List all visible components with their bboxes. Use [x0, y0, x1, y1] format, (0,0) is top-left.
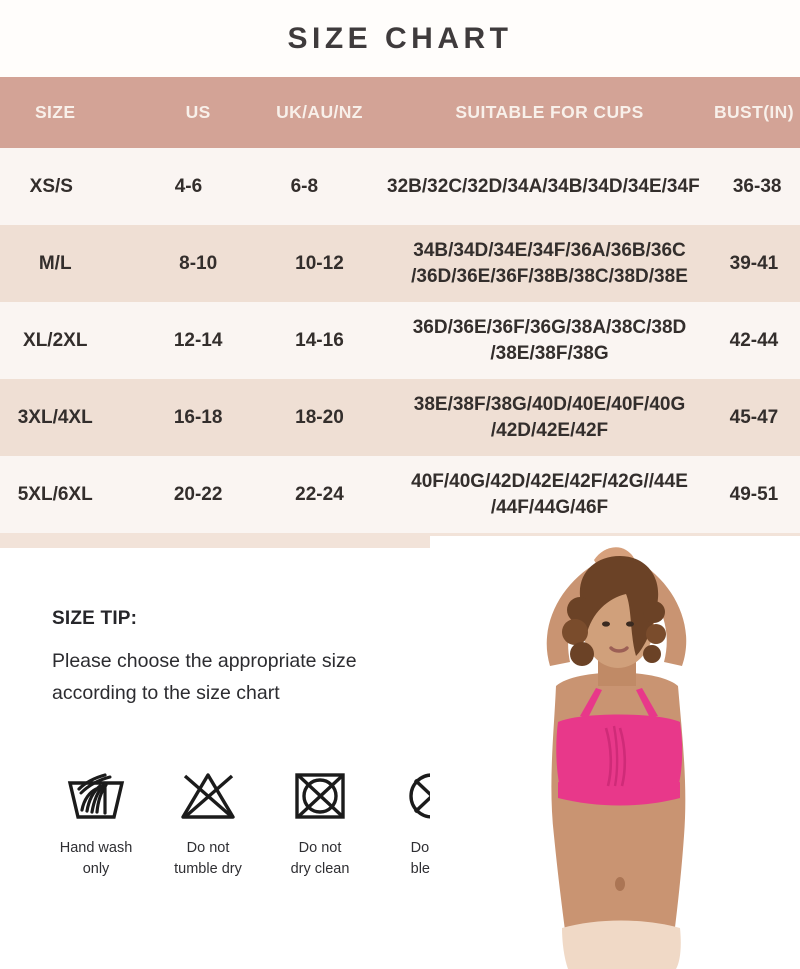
- cell-cups: 38E/38F/38G/40D/40E/40F/40G /42D/42E/42F: [407, 392, 692, 443]
- care-instructions: Hand wash only Do not tumble dry: [40, 760, 490, 880]
- cups-line: /38E/38F/38G: [490, 342, 609, 364]
- cups-line: 40F/40G/42D/42E/42F/42G//44E: [411, 470, 688, 492]
- care-label-line-1: Do not: [298, 840, 342, 856]
- size-tip-block: SIZE TIP: Please choose the appropriate …: [52, 608, 452, 709]
- cell-size: XL/2XL: [23, 329, 88, 351]
- cups-line: 32B/32C/32D/34A/34B/34D/34E/34F: [387, 175, 700, 197]
- cell-cups: 32B/32C/32D/34A/34B/34D/34E/34F: [387, 174, 700, 200]
- cell-bust: 39-41: [729, 252, 779, 274]
- table-row: 3XL/4XL 16-18 18-20 38E/38F/38G/40D/40E/…: [0, 379, 800, 456]
- column-header-size: SIZE: [34, 101, 76, 122]
- size-chart-table: SIZE US UK/AU/NZ SUITABLE FOR CUPS BUST(…: [0, 77, 800, 548]
- cups-line: 34B/34D/34E/34F/36A/36B/36C: [413, 239, 686, 261]
- cell-size: 3XL/4XL: [17, 406, 93, 428]
- cell-size: M/L: [38, 252, 72, 274]
- cell-us: 20-22: [173, 483, 223, 505]
- care-label-line-1: Do not: [186, 840, 230, 856]
- cell-bust: 49-51: [729, 483, 779, 505]
- column-header-bust: BUST(IN): [713, 101, 794, 122]
- cell-cups: 40F/40G/42D/42E/42F/42G//44E /44F/44G/46…: [407, 469, 692, 520]
- column-header-suitable-for-cups: SUITABLE FOR CUPS: [455, 101, 644, 122]
- cups-line: /36D/36E/36F/38B/38C/38D/38E: [411, 265, 688, 287]
- size-tip-heading: SIZE TIP:: [52, 608, 138, 629]
- care-label-line-2: dry clean: [290, 861, 350, 878]
- column-header-uk-au-nz: UK/AU/NZ: [276, 101, 363, 122]
- cups-line: /44F/44G/46F: [490, 496, 609, 518]
- care-item-do-not-dry-clean: Do not dry clean: [264, 760, 376, 880]
- cell-uk-au-nz: 22-24: [295, 483, 344, 505]
- table-row: XL/2XL 12-14 14-16 36D/36E/36F/36G/38A/3…: [0, 302, 800, 379]
- page-title: SIZE CHART: [287, 21, 513, 55]
- cell-bust: 36-38: [732, 175, 782, 197]
- care-label: Hand wash only: [60, 838, 133, 880]
- care-label-line-2: tumble dry: [174, 861, 242, 878]
- cell-uk-au-nz: 10-12: [295, 252, 344, 274]
- cell-us: 4-6: [174, 175, 203, 197]
- cups-line: 38E/38F/38G/40D/40E/40F/40G: [413, 393, 686, 415]
- cell-cups: 34B/34D/34E/34F/36A/36B/36C /36D/36E/36F…: [407, 238, 692, 289]
- cell-uk-au-nz: 18-20: [295, 406, 344, 428]
- table-header-row: SIZE US UK/AU/NZ SUITABLE FOR CUPS BUST(…: [0, 77, 800, 148]
- care-label: Do not dry clean: [291, 838, 350, 880]
- table-row: 5XL/6XL 20-22 22-24 40F/40G/42D/42E/42F/…: [0, 456, 800, 533]
- do-not-dry-clean-icon: [289, 760, 351, 832]
- care-item-hand-wash: Hand wash only: [40, 760, 152, 880]
- cell-us: 8-10: [179, 252, 218, 274]
- cups-line: 36D/36E/36F/36G/38A/38C/38D: [412, 316, 687, 338]
- table-row: M/L 8-10 10-12 34B/34D/34E/34F/36A/36B/3…: [0, 225, 800, 302]
- cell-bust: 45-47: [729, 406, 779, 428]
- cell-uk-au-nz: 6-8: [290, 175, 319, 197]
- do-not-tumble-dry-icon: [177, 760, 239, 832]
- cups-line: /42D/42E/42F: [490, 419, 609, 441]
- model-product-photo: [430, 536, 800, 969]
- care-label-line-2: only: [82, 861, 110, 878]
- column-header-us: US: [185, 101, 211, 122]
- care-label-line-1: Hand wash: [59, 840, 133, 856]
- care-label: Do not tumble dry: [174, 838, 242, 880]
- size-tip-line-2: according to the size chart: [52, 681, 280, 704]
- cell-uk-au-nz: 14-16: [295, 329, 344, 351]
- table-row: XS/S 4-6 6-8 32B/32C/32D/34A/34B/34D/34E…: [0, 148, 800, 225]
- cell-size: XS/S: [29, 175, 73, 197]
- care-item-do-not-tumble-dry: Do not tumble dry: [152, 760, 264, 880]
- cell-cups: 36D/36E/36F/36G/38A/38C/38D /38E/38F/38G: [407, 315, 692, 366]
- title-band: SIZE CHART: [0, 0, 800, 77]
- cell-size: 5XL/6XL: [17, 483, 93, 505]
- cell-bust: 42-44: [729, 329, 779, 351]
- hand-wash-icon: [65, 760, 127, 832]
- cell-us: 16-18: [173, 406, 223, 428]
- cell-us: 12-14: [173, 329, 223, 351]
- size-tip-line-1: Please choose the appropriate size: [52, 650, 357, 672]
